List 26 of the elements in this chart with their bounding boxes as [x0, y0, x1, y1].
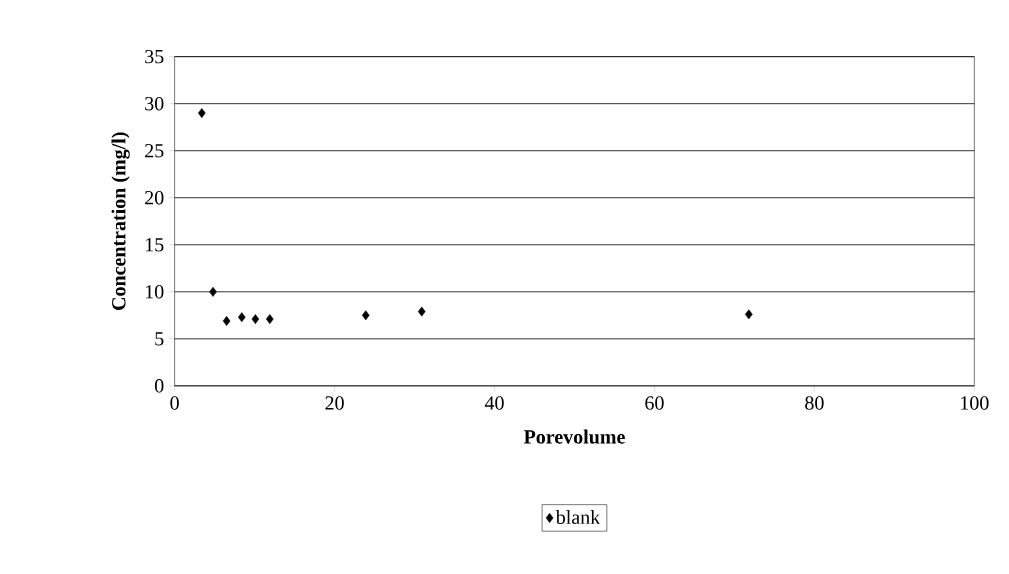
y-tick-label: 20 — [145, 191, 164, 205]
point — [251, 314, 260, 325]
x-tick-label: 60 — [645, 396, 664, 410]
x-axis-title: Porevolume — [523, 429, 625, 444]
y-tick-label: 35 — [145, 50, 164, 64]
y-tick-label: 0 — [154, 379, 164, 393]
point — [209, 286, 217, 297]
y-tick-label: 5 — [155, 332, 164, 346]
y-tick-label: 10 — [145, 285, 164, 299]
y-tick-label: 30 — [145, 97, 164, 111]
y-tick-label: 25 — [145, 144, 164, 158]
x-tick-label: 80 — [805, 396, 824, 410]
legend-label: blank — [555, 510, 601, 525]
point — [745, 309, 753, 320]
point — [198, 108, 206, 119]
point — [266, 314, 274, 325]
x-tick-label: 40 — [484, 396, 504, 410]
y-axis-title: Concentration (mg/l) — [111, 132, 130, 311]
y-tick-label: 15 — [145, 238, 164, 252]
point — [361, 310, 370, 321]
x-tick-label: 0 — [170, 396, 179, 410]
point — [417, 306, 426, 317]
point — [222, 316, 231, 326]
point — [238, 312, 246, 323]
x-tick-label: 100 — [961, 396, 989, 410]
x-tick-label: 20 — [325, 396, 344, 410]
